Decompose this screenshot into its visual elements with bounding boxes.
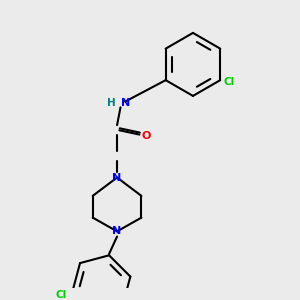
Text: H: H bbox=[107, 98, 116, 108]
Text: Cl: Cl bbox=[224, 76, 235, 87]
Text: O: O bbox=[141, 131, 150, 141]
Text: N: N bbox=[112, 172, 122, 182]
Text: N: N bbox=[121, 98, 130, 108]
Text: N: N bbox=[112, 226, 122, 236]
Text: Cl: Cl bbox=[55, 290, 67, 300]
